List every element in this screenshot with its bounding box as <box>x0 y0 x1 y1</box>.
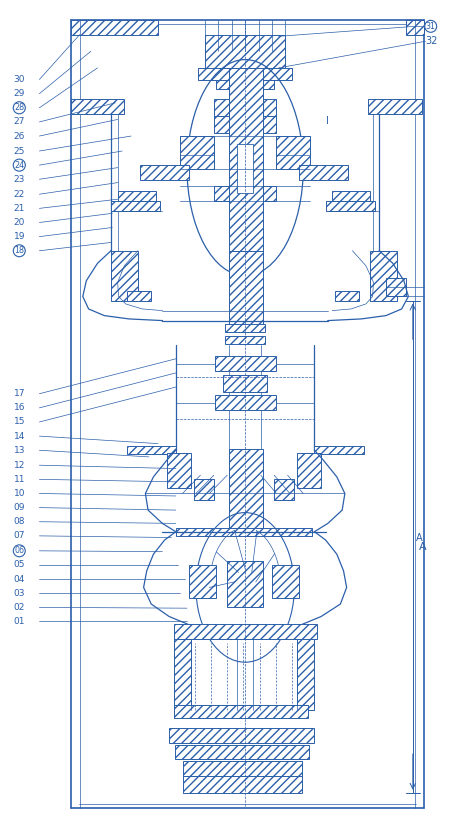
Text: 05: 05 <box>14 560 25 570</box>
Text: 15: 15 <box>14 418 25 426</box>
Text: 31: 31 <box>426 22 436 31</box>
Bar <box>71 98 124 113</box>
Bar <box>227 560 263 606</box>
Bar <box>223 375 267 392</box>
Bar <box>71 20 158 35</box>
Bar <box>167 453 191 488</box>
Bar <box>174 706 308 718</box>
Bar <box>198 68 292 80</box>
Text: 32: 32 <box>425 37 438 47</box>
Text: 02: 02 <box>14 603 25 612</box>
Bar <box>333 191 370 201</box>
Bar <box>276 136 310 169</box>
Bar <box>174 624 317 639</box>
Bar <box>272 565 299 598</box>
Bar <box>214 186 276 201</box>
Text: 08: 08 <box>14 517 25 526</box>
Bar <box>140 165 189 180</box>
Text: 01: 01 <box>14 617 25 626</box>
Bar <box>299 165 348 180</box>
Text: 12: 12 <box>14 460 25 470</box>
Text: 20: 20 <box>14 218 25 227</box>
Text: 16: 16 <box>14 404 25 412</box>
Text: A: A <box>419 541 427 551</box>
Bar <box>370 251 397 300</box>
Bar <box>214 99 276 116</box>
Bar <box>117 191 156 201</box>
Bar <box>183 776 302 792</box>
Bar <box>225 335 265 344</box>
Bar <box>215 356 275 371</box>
Bar <box>237 70 253 105</box>
Bar <box>169 728 315 743</box>
Bar <box>126 291 151 300</box>
Text: 24: 24 <box>14 161 24 169</box>
Text: 27: 27 <box>14 118 25 127</box>
Bar <box>315 446 364 455</box>
Text: 17: 17 <box>14 389 25 398</box>
Bar <box>274 480 294 500</box>
Text: 22: 22 <box>14 189 25 198</box>
Bar <box>126 446 176 455</box>
Text: 21: 21 <box>14 203 25 213</box>
Bar <box>406 20 424 35</box>
Bar <box>194 480 214 500</box>
Text: A: A <box>416 533 423 543</box>
Text: 07: 07 <box>14 531 25 540</box>
Text: 10: 10 <box>14 489 25 498</box>
Bar <box>368 98 422 113</box>
Bar <box>176 528 312 536</box>
Text: 25: 25 <box>14 147 25 155</box>
Bar <box>237 144 253 193</box>
Text: 23: 23 <box>14 175 25 183</box>
Bar <box>111 251 138 300</box>
Text: 13: 13 <box>14 445 25 455</box>
Bar <box>334 291 359 300</box>
Bar <box>174 639 190 710</box>
Bar <box>386 279 406 296</box>
Text: 29: 29 <box>14 89 25 98</box>
Bar <box>189 565 216 598</box>
Bar <box>215 395 275 410</box>
Text: 06: 06 <box>14 546 24 555</box>
Bar <box>297 453 321 488</box>
Bar <box>230 68 263 251</box>
Text: 19: 19 <box>14 232 25 241</box>
Text: 30: 30 <box>14 75 25 84</box>
Text: 26: 26 <box>14 132 25 141</box>
Text: 14: 14 <box>14 432 25 440</box>
Bar <box>216 68 274 88</box>
Bar <box>214 116 276 133</box>
Bar <box>230 251 263 325</box>
Text: 11: 11 <box>14 475 25 484</box>
Text: 04: 04 <box>14 575 25 584</box>
Bar <box>205 35 285 69</box>
Text: I: I <box>326 116 329 126</box>
Bar <box>230 449 263 532</box>
Text: 09: 09 <box>14 503 25 512</box>
Bar <box>326 201 375 211</box>
Text: 28: 28 <box>14 103 24 113</box>
Text: 18: 18 <box>14 246 24 255</box>
Bar <box>225 324 265 332</box>
Bar <box>175 745 309 760</box>
Bar <box>183 761 302 776</box>
Bar <box>111 201 160 211</box>
Bar <box>180 136 214 169</box>
Bar <box>297 639 314 710</box>
Text: 03: 03 <box>14 589 25 598</box>
